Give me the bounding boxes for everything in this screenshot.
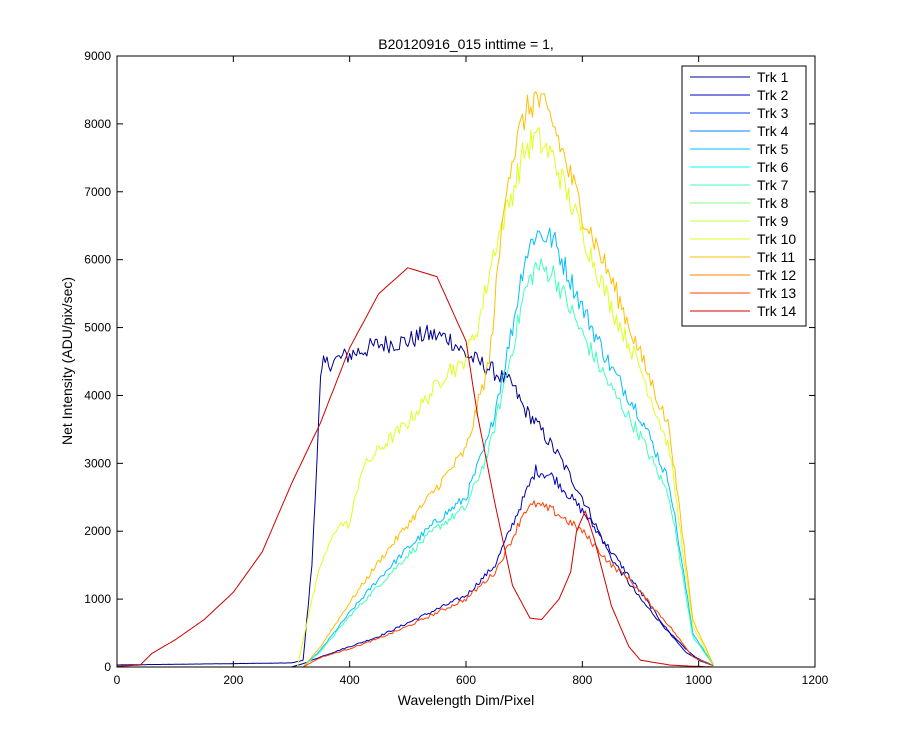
legend-label-6: Trk 6 <box>757 159 789 175</box>
x-tick-label: 200 <box>223 673 243 687</box>
x-tick-label: 0 <box>114 673 121 687</box>
legend-label-12: Trk 12 <box>757 267 796 283</box>
ticks-layer: 0 200 400 600 800 1000 1200 0 1000 2000 3000 4000 50… <box>84 49 828 687</box>
y-tick-label: 9000 <box>84 49 111 63</box>
x-tick-label: 1200 <box>802 673 829 687</box>
x-axis-label: Wavelength Dim/Pixel <box>398 692 534 708</box>
y-tick-label: 0 <box>104 660 111 674</box>
chart-title: B20120916_015 inttime = 1, <box>378 36 554 52</box>
legend-label-13: Trk 13 <box>757 285 796 301</box>
legend-label-8: Trk 8 <box>757 195 789 211</box>
y-tick-label: 2000 <box>84 524 111 538</box>
legend-items: Trk 1 Trk 2 Trk 3 Trk 4 Trk 5 Trk 6 Trk 7 Trk 8… <box>690 69 796 319</box>
legend-label-9: Trk 9 <box>757 213 789 229</box>
x-tick-label: 600 <box>456 673 476 687</box>
y-tick-label: 1000 <box>84 592 111 606</box>
y-tick-label: 7000 <box>84 185 111 199</box>
legend-label-14: Trk 14 <box>757 303 796 319</box>
y-tick-label: 3000 <box>84 456 111 470</box>
legend-label-2: Trk 2 <box>757 87 789 103</box>
y-tick-label: 4000 <box>84 388 111 402</box>
x-tick-label: 1000 <box>685 673 712 687</box>
legend-label-5: Trk 5 <box>757 141 789 157</box>
legend-label-1: Trk 1 <box>757 69 789 85</box>
legend-label-7: Trk 7 <box>757 177 789 193</box>
y-tick-label: 8000 <box>84 117 111 131</box>
y-tick-label: 6000 <box>84 253 111 267</box>
y-axis-label: Net Intensity (ADU/pix/sec) <box>59 277 75 445</box>
series-line-14 <box>116 267 714 668</box>
legend-label-3: Trk 3 <box>757 105 789 121</box>
x-tick-label: 800 <box>572 673 592 687</box>
y-tick-label: 5000 <box>84 321 111 335</box>
series-line-1 <box>116 324 714 667</box>
legend-label-11: Trk 11 <box>757 249 795 265</box>
legend-box <box>681 65 807 327</box>
x-tick-label: 400 <box>340 673 360 687</box>
legend: Trk 1 Trk 2 Trk 3 Trk 4 Trk 5 Trk 6 Trk 7 Trk 8… <box>681 65 807 327</box>
legend-label-4: Trk 4 <box>757 123 789 139</box>
legend-label-10: Trk 10 <box>757 231 796 247</box>
